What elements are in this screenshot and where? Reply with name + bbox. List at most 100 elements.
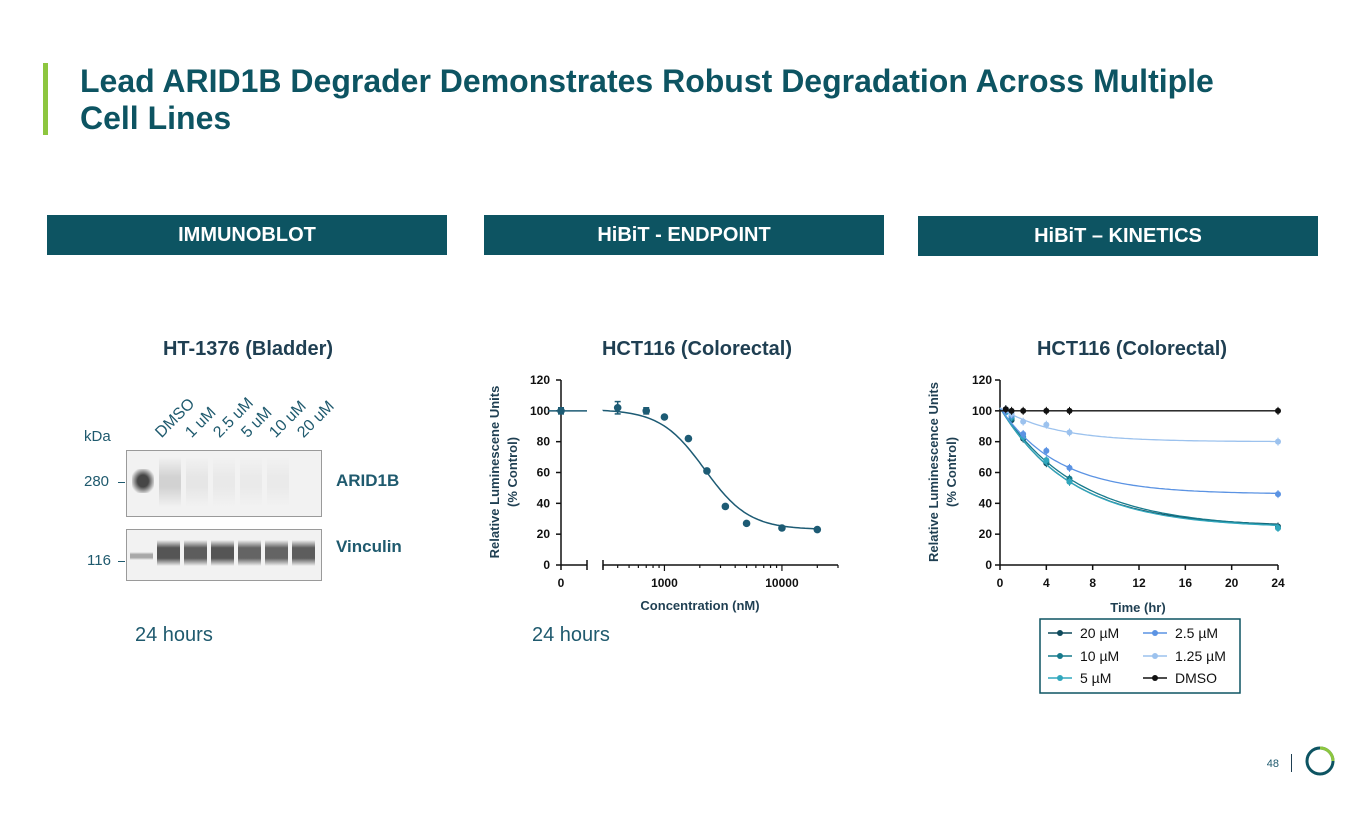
- x-tick-label: 20: [1225, 576, 1239, 590]
- series-fit-line: [999, 407, 1279, 495]
- section-hibit-endpoint: HiBiT - ENDPOINT: [484, 215, 884, 255]
- section-hibit-kinetics: HiBiT – KINETICS: [918, 216, 1318, 256]
- y-tick-label: 60: [979, 466, 993, 480]
- legend-label: 20 µM: [1080, 625, 1119, 641]
- vinculin-blot: [126, 529, 322, 581]
- arid1b-band: [132, 469, 154, 493]
- arid1b-band: [186, 457, 208, 507]
- legend-marker: [1057, 653, 1063, 659]
- data-point: [1020, 418, 1027, 425]
- endpoint-points: [557, 400, 822, 534]
- immunoblot-timepoint: 24 hours: [135, 624, 213, 646]
- kinetics-chart: Relative Luminescence Units (% Control) …: [926, 373, 1285, 694]
- endpoint-xlabel: Concentration (nM): [640, 598, 759, 613]
- legend-label: 5 µM: [1080, 670, 1111, 686]
- data-point: [1066, 478, 1073, 485]
- data-point: [1043, 457, 1050, 464]
- series-5: [1000, 405, 1281, 415]
- y-tick-label: 20: [979, 527, 993, 541]
- y-tick-label: 120: [972, 373, 992, 387]
- endpoint-timepoint: 24 hours: [532, 624, 610, 646]
- data-point: [1043, 421, 1050, 428]
- marker-tick: [118, 482, 125, 483]
- x-tick-label: 24: [1271, 576, 1285, 590]
- vinculin-band: [265, 540, 288, 566]
- arid1b-band: [159, 457, 181, 507]
- legend-label: 2.5 µM: [1175, 625, 1218, 641]
- legend-marker: [1152, 630, 1158, 636]
- data-point: [1002, 406, 1009, 413]
- y-tick-label: 40: [537, 496, 551, 510]
- data-point: [1275, 491, 1281, 498]
- fit-curve: [548, 409, 817, 530]
- series-0: [999, 405, 1281, 531]
- kinetics-ylabel: Relative Luminescence Units: [926, 382, 941, 562]
- data-point: [1008, 407, 1015, 414]
- legend-label: DMSO: [1175, 670, 1217, 686]
- data-point: [1020, 407, 1027, 414]
- vinculin-band: [130, 552, 153, 560]
- immunoblot-title: HT-1376 (Bladder): [162, 338, 334, 360]
- x-tick-label: 4: [1043, 576, 1050, 590]
- kinetics-chart-title: HCT116 (Colorectal): [1036, 338, 1228, 360]
- y-tick-label: 40: [979, 496, 993, 510]
- data-point: [813, 525, 822, 534]
- series-fit-line: [999, 407, 1279, 526]
- legend-item: 20 µM: [1048, 625, 1119, 641]
- kinetics-xlabel: Time (hr): [1110, 600, 1165, 615]
- series-3: [999, 406, 1281, 499]
- endpoint-axes: 0 20 40 60 80 100 120 0 1000 10000: [530, 373, 839, 590]
- endpoint-fit-curve: [548, 409, 817, 530]
- marker-label-280: 280: [84, 473, 110, 490]
- endpoint-ylabel: Relative Luminescene Units: [487, 386, 502, 559]
- vinculin-band: [238, 540, 261, 566]
- kinetics-ylabel2: (% Control): [944, 437, 959, 507]
- data-point: [1275, 438, 1281, 445]
- vinculin-label: Vinculin: [336, 537, 402, 556]
- data-point: [684, 434, 693, 443]
- x-tick-label: 0: [558, 576, 565, 590]
- data-point: [1066, 407, 1073, 414]
- x-tick-label: 12: [1132, 576, 1146, 590]
- vinculin-band: [157, 540, 180, 566]
- y-tick-label: 20: [537, 527, 551, 541]
- data-point: [613, 403, 622, 412]
- y-tick-label: 100: [972, 404, 992, 418]
- data-point: [1020, 430, 1027, 437]
- y-tick-label: 100: [530, 404, 550, 418]
- x-tick-label: 16: [1179, 576, 1193, 590]
- x-tick-label: 10000: [765, 576, 799, 590]
- legend-marker: [1057, 630, 1063, 636]
- data-point: [557, 407, 565, 415]
- endpoint-y-axis-title: Relative Luminescene Units (% Control): [487, 386, 520, 559]
- data-point: [660, 413, 669, 421]
- data-point: [742, 519, 751, 528]
- marker-label-116: 116: [87, 552, 111, 569]
- data-point: [1275, 407, 1281, 414]
- footer-separator: [1291, 754, 1292, 772]
- data-point: [703, 467, 711, 475]
- legend-marker: [1152, 653, 1158, 659]
- legend-marker: [1152, 675, 1158, 681]
- vinculin-band: [184, 540, 207, 566]
- vinculin-band: [292, 540, 315, 566]
- data-point: [642, 407, 651, 415]
- data-point: [778, 524, 786, 532]
- marker-tick: [118, 561, 125, 562]
- logo-icon: [1305, 746, 1335, 776]
- x-tick-label: 0: [997, 576, 1004, 590]
- y-tick-label: 0: [543, 558, 550, 572]
- endpoint-chart: Relative Luminescene Units (% Control) C…: [487, 373, 839, 613]
- series-fit-line: [999, 407, 1279, 525]
- legend-item: 1.25 µM: [1143, 648, 1226, 664]
- y-tick-label: 120: [530, 373, 550, 387]
- title-accent-bar: [43, 63, 48, 135]
- arid1b-blot: [126, 450, 322, 517]
- y-tick-label: 0: [985, 558, 992, 572]
- series-fit-line: [999, 407, 1278, 443]
- arid1b-band: [240, 457, 262, 507]
- y-tick-label: 80: [979, 435, 993, 449]
- arid1b-band: [267, 457, 289, 507]
- y-tick-label: 80: [537, 435, 551, 449]
- legend-item: 5 µM: [1048, 670, 1111, 686]
